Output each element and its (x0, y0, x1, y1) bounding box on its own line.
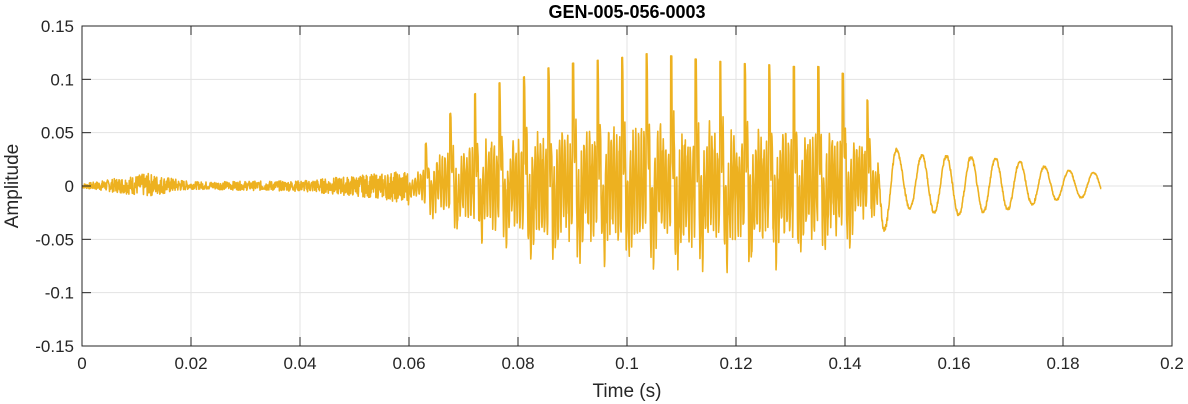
y-tick-label: -0.1 (45, 284, 74, 303)
y-axis-label: Amplitude (2, 144, 23, 229)
x-tick-label: 0.1 (615, 354, 639, 373)
x-tick-labels: 0 0.02 0.04 0.06 0.08 0.1 0.12 0.14 0.16 0.18 0.2 (77, 354, 1184, 373)
y-tick-label: -0.15 (35, 337, 74, 356)
y-tick-label: -0.05 (35, 230, 74, 249)
y-tick-label: 0.1 (50, 70, 74, 89)
y-tick-label: 0.15 (41, 17, 74, 36)
x-tick-label: 0.14 (828, 354, 861, 373)
chart-title: GEN-005-056-0003 (548, 2, 705, 22)
x-tick-label: 0 (77, 354, 86, 373)
y-tick-labels: -0.15 -0.1 -0.05 0 0.05 0.1 0.15 (35, 17, 74, 356)
x-tick-label: 0.12 (719, 354, 752, 373)
x-tick-label: 0.06 (392, 354, 425, 373)
x-tick-label: 0.04 (283, 354, 316, 373)
x-tick-label: 0.16 (937, 354, 970, 373)
series-group (81, 53, 1102, 274)
x-axis-label: Time (s) (593, 381, 662, 402)
y-tick-label: 0.05 (41, 124, 74, 143)
series-line (81, 53, 1102, 274)
y-tick-label: 0 (65, 177, 74, 196)
axis-ticks (81, 25, 1173, 347)
x-tick-label: 0.2 (1160, 354, 1184, 373)
x-tick-label: 0.02 (174, 354, 207, 373)
x-tick-label: 0.08 (501, 354, 534, 373)
x-tick-label: 0.18 (1046, 354, 1079, 373)
